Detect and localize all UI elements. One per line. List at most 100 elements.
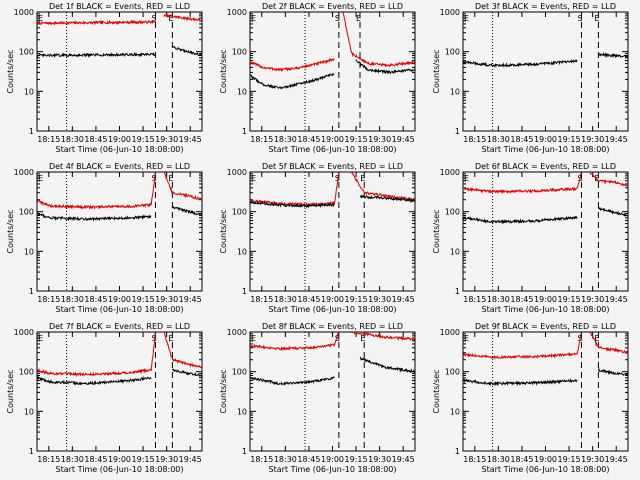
- panel-det-3: Det 3f BLACK = Events, RED = LLD 1 10 100 10…: [432, 2, 629, 154]
- x-tick-label: 19:45: [392, 295, 415, 304]
- corner-label: E: [464, 174, 469, 183]
- series-group: [37, 12, 202, 59]
- series-line-events: [172, 45, 202, 57]
- series-line-lld: [463, 172, 582, 195]
- x-tick-label: 18:45: [297, 135, 320, 144]
- x-tick-label: 19:15: [132, 295, 155, 304]
- x-tick-label: 19:30: [581, 295, 604, 304]
- x-tick-label: 19:15: [132, 455, 155, 464]
- plot-title: Det 8f BLACK = Events, RED = LLD: [262, 322, 403, 331]
- y-axis-label: Counts/sec: [6, 209, 15, 253]
- series-group: [250, 332, 415, 386]
- series-line-lld: [37, 333, 156, 378]
- x-tick-label: 18:15: [250, 135, 273, 144]
- series-line-events: [463, 215, 578, 225]
- panel-det-1: Det 1f BLACK = Events, RED = LLD 1 10 100 10…: [6, 2, 203, 154]
- y-tick-label: 1000: [227, 168, 247, 177]
- series-line-lld: [463, 333, 582, 360]
- x-tick-label: 18:45: [84, 455, 107, 464]
- x-tick-label: 18:45: [84, 295, 107, 304]
- y-tick-label: 1000: [227, 8, 247, 17]
- x-tick-label: 18:30: [487, 455, 510, 464]
- corner-label: E: [251, 174, 256, 183]
- plot-title: Det 9f BLACK = Events, RED = LLD: [475, 322, 616, 331]
- x-tick-label: 19:45: [392, 135, 415, 144]
- x-tick-label: 19:00: [108, 135, 131, 144]
- x-axis-label: Start Time (06-Jun-10 18:08:00): [482, 465, 610, 474]
- panel-det-5: Det 5f BLACK = Events, RED = LLD 1 10 100 10…: [219, 162, 416, 314]
- y-axis-label: Counts/sec: [219, 209, 228, 253]
- series-line-events: [171, 368, 202, 378]
- y-tick-label: 1: [242, 447, 247, 456]
- y-tick-label: 1000: [440, 8, 460, 17]
- y-tick-label: 10: [24, 247, 34, 256]
- series-line-events: [359, 356, 415, 374]
- series-line-events: [463, 59, 578, 69]
- panel-det-2: Det 2f BLACK = Events, RED = LLD 1 10 100 10…: [219, 2, 416, 154]
- x-tick-label: 19:30: [155, 455, 178, 464]
- x-tick-label: 19:00: [534, 295, 557, 304]
- plot-title: Det 2f BLACK = Events, RED = LLD: [262, 2, 403, 11]
- x-tick-label: 19:30: [368, 455, 391, 464]
- x-axis-label: Start Time (06-Jun-10 18:08:00): [482, 145, 610, 154]
- x-tick-label: 19:45: [179, 455, 202, 464]
- x-tick-label: 18:45: [510, 135, 533, 144]
- x-tick-label: 19:00: [108, 455, 131, 464]
- marker-label-s: S: [151, 334, 156, 343]
- y-tick-label: 10: [450, 247, 460, 256]
- x-tick-label: 18:45: [297, 455, 320, 464]
- series-line-events: [355, 59, 415, 75]
- y-axis-label: Counts/sec: [6, 369, 15, 413]
- y-tick-label: 100: [445, 368, 460, 377]
- series-line-events: [598, 52, 628, 59]
- y-axis-label: Counts/sec: [219, 49, 228, 93]
- y-tick-label: 1: [455, 447, 460, 456]
- y-tick-label: 1: [29, 447, 34, 456]
- series-line-lld: [351, 172, 415, 202]
- series-group: [37, 332, 202, 386]
- series-line-lld: [351, 332, 415, 342]
- y-tick-label: 1: [29, 127, 34, 136]
- x-tick-label: 19:15: [558, 135, 581, 144]
- y-tick-label: 1000: [14, 168, 34, 177]
- x-tick-label: 19:00: [108, 295, 131, 304]
- y-tick-label: 100: [445, 208, 460, 217]
- series-group: [250, 12, 415, 90]
- y-tick-label: 1000: [14, 328, 34, 337]
- x-tick-label: 19:00: [321, 295, 344, 304]
- series-line-lld: [37, 19, 156, 26]
- corner-label: E: [38, 14, 43, 23]
- corner-label: E: [464, 14, 469, 23]
- y-tick-label: 10: [450, 407, 460, 416]
- x-tick-label: 18:30: [487, 135, 510, 144]
- y-tick-label: 100: [232, 208, 247, 217]
- series-line-lld: [250, 57, 335, 73]
- y-tick-label: 1000: [440, 168, 460, 177]
- x-tick-label: 18:15: [463, 135, 486, 144]
- y-tick-label: 1: [29, 287, 34, 296]
- panel-det-4: Det 4f BLACK = Events, RED = LLD 1 10 100 10…: [6, 162, 203, 314]
- x-tick-label: 19:30: [581, 455, 604, 464]
- y-tick-label: 1000: [440, 328, 460, 337]
- series-group: [250, 172, 415, 209]
- x-tick-label: 19:45: [605, 295, 628, 304]
- x-tick-label: 18:45: [510, 295, 533, 304]
- y-tick-label: 100: [19, 48, 34, 57]
- series-line-lld: [163, 12, 202, 22]
- y-tick-label: 10: [237, 87, 247, 96]
- y-tick-label: 100: [19, 208, 34, 217]
- series-line-events: [37, 51, 156, 59]
- x-tick-label: 18:45: [84, 135, 107, 144]
- x-tick-label: 18:30: [61, 295, 84, 304]
- y-tick-label: 100: [232, 48, 247, 57]
- x-axis-label: Start Time (06-Jun-10 18:08:00): [269, 145, 397, 154]
- marker-label-s: S: [151, 14, 156, 23]
- y-axis-label: Counts/sec: [432, 369, 441, 413]
- x-tick-label: 19:00: [534, 135, 557, 144]
- panel-det-9: Det 9f BLACK = Events, RED = LLD 1 10 100 10…: [432, 322, 629, 474]
- panel-det-8: Det 8f BLACK = Events, RED = LLD 1 10 100 10…: [219, 322, 416, 474]
- y-tick-label: 1000: [227, 328, 247, 337]
- series-line-lld: [589, 332, 628, 355]
